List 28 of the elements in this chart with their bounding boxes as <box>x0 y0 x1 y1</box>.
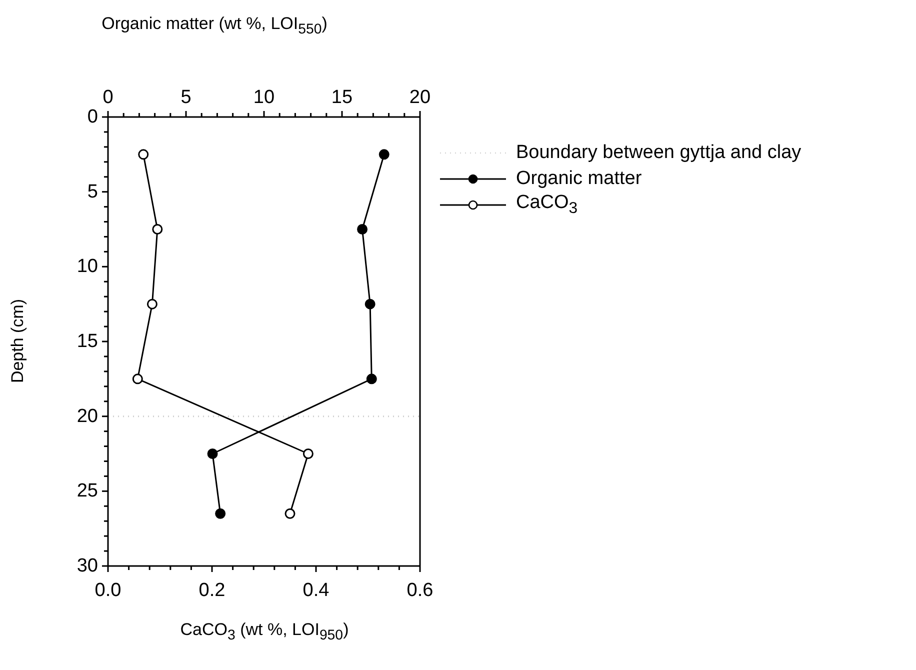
point <box>207 448 218 459</box>
x2-tick-label: 10 <box>253 87 275 108</box>
point <box>357 224 368 234</box>
x2-tick-label: 0 <box>102 87 114 108</box>
x-tick-label: 0.4 <box>302 580 330 601</box>
point <box>366 374 377 384</box>
x2-tick-label: 20 <box>409 87 431 108</box>
x-tick-label: 0.2 <box>198 580 226 601</box>
legend-label: Organic matter <box>516 168 642 190</box>
point <box>215 508 226 519</box>
x-axis-title: CaCO$_{3}$ (wt %, LOI$_{950}$) <box>179 620 350 644</box>
x2-tick-label: 5 <box>180 87 192 108</box>
legend-label: CaCO$_{3}$ <box>516 192 578 218</box>
point <box>378 149 390 160</box>
y-tick-label: 0 <box>87 106 98 128</box>
x-tick-label: 0.0 <box>94 580 122 601</box>
y-tick-label: 5 <box>87 181 98 202</box>
legend-label: Boundary between gyttja and clay <box>516 142 802 164</box>
y-tick-label: 20 <box>76 406 98 427</box>
y-tick-label: 30 <box>76 556 98 576</box>
y-tick-label: 15 <box>76 331 98 352</box>
point <box>364 298 376 310</box>
y-axis-title: Depth (cm) <box>8 298 28 386</box>
y-tick-label: 25 <box>76 480 98 502</box>
x2-axis-title: Organic matter (wt %, LOI$_{550}$) <box>100 14 328 38</box>
y-tick-label: 10 <box>76 256 98 278</box>
x-tick-label: 0.6 <box>406 580 434 601</box>
x2-tick-label: 15 <box>331 87 353 108</box>
